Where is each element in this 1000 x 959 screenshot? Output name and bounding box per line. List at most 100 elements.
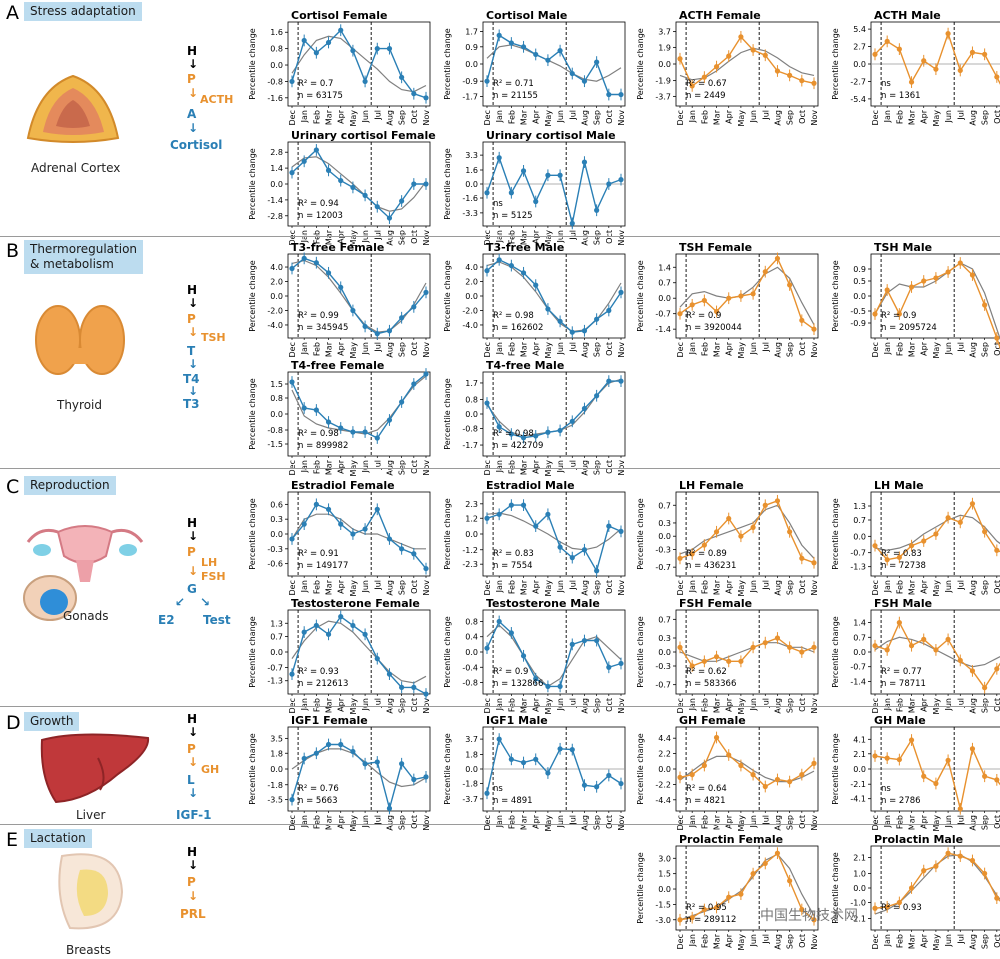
data-point	[787, 779, 793, 785]
x-tick-label: Nov	[617, 230, 626, 246]
x-tick-label: Nov	[422, 698, 431, 714]
chart-title: T3-free Male	[486, 241, 564, 254]
data-point	[689, 772, 695, 778]
x-tick-label: Jun	[944, 110, 953, 124]
data-point	[386, 215, 393, 221]
x-tick-label: Jan	[495, 815, 504, 828]
axis-node-e2: E2	[158, 613, 175, 627]
chart-panel: Testosterone Male 0.8 0.4 0.0 -0.4 -0.8 Percen…	[443, 597, 626, 715]
x-tick-label: Nov	[810, 342, 819, 358]
y-tick-label: 0.5	[853, 277, 866, 286]
y-tick-label: -1.7	[462, 92, 478, 101]
stat-n: n = 12003	[298, 211, 343, 221]
data-point	[921, 868, 927, 874]
y-tick-label: 0.4	[465, 633, 478, 642]
y-axis-label: Percentile change	[636, 28, 645, 100]
y-tick-label: 4.0	[465, 263, 478, 272]
y-tick-label: 1.7	[465, 379, 478, 388]
section-title-lactation: Lactation	[24, 829, 92, 848]
data-point	[545, 511, 551, 517]
data-point	[520, 759, 527, 766]
chart-panel: Testosterone Female 1.3 0.7 0.0 -0.7 -1.3 Perc…	[248, 597, 431, 715]
y-tick-label: -3.0	[655, 916, 671, 925]
data-point	[581, 328, 588, 334]
x-tick-label: Sep	[786, 342, 795, 357]
y-tick-label: 3.0	[658, 854, 671, 863]
x-tick-label: Jul	[373, 815, 382, 826]
stat-n: n = 7554	[493, 561, 533, 571]
x-tick-label: Dec	[676, 110, 685, 125]
data-point	[301, 521, 307, 527]
y-tick-label: 0.0	[465, 410, 478, 419]
x-tick-label: Apr	[337, 579, 346, 594]
data-point	[374, 506, 380, 512]
y-axis-label: Percentile change	[831, 616, 840, 688]
x-tick-label: May	[932, 342, 941, 359]
data-point	[350, 622, 356, 629]
x-tick-label: Nov	[617, 342, 626, 358]
data-point	[411, 181, 417, 187]
stat-r2: R² = 0.62	[686, 667, 727, 677]
down-arrow-icon: ↓	[188, 384, 199, 398]
watermark-text: 中国生物技术网	[760, 908, 858, 924]
data-point	[606, 91, 612, 98]
x-tick-label: Aug	[385, 580, 394, 596]
down-arrow-icon: ↓	[188, 725, 199, 739]
stat-r2: R² = 0.9	[493, 667, 528, 677]
chart-panel: IGF1 Female 3.5 1.8 0.0 -1.8 -3.5 Percentile c…	[248, 714, 431, 832]
gonads-illustration	[23, 525, 144, 621]
data-point	[713, 64, 720, 70]
series-line	[291, 148, 426, 220]
data-point	[921, 636, 927, 643]
x-tick-label: Mar	[325, 814, 334, 830]
data-point	[594, 637, 600, 644]
data-point	[484, 400, 490, 406]
chart-title: TSH Male	[874, 241, 932, 254]
data-point	[313, 501, 319, 507]
x-tick-label: Jul	[373, 698, 382, 709]
chart-panel: Estradiol Female 0.6 0.3 0.0 -0.3 -0.6 Percent…	[248, 479, 431, 597]
y-tick-label: 3.3	[465, 151, 478, 160]
stat-r2: R² = 0.98	[493, 311, 534, 321]
data-point	[811, 917, 817, 923]
x-tick-label: Nov	[422, 342, 431, 358]
data-point	[374, 204, 380, 210]
x-tick-label: Jun	[556, 460, 565, 474]
data-point	[787, 282, 793, 288]
stat-n: n = 5663	[298, 796, 338, 806]
data-point	[411, 684, 417, 690]
x-tick-label: Oct	[410, 698, 419, 712]
data-point	[957, 806, 963, 812]
chart-title: T4-free Male	[486, 359, 564, 372]
x-tick-label: Jul	[956, 934, 965, 945]
data-point	[594, 59, 600, 65]
data-point	[677, 56, 683, 62]
x-tick-label: Mar	[908, 109, 917, 125]
data-point	[386, 805, 393, 811]
data-point	[957, 260, 963, 266]
data-point	[799, 906, 805, 913]
x-tick-label: Aug	[580, 110, 589, 126]
data-point	[496, 736, 502, 742]
y-axis-label: Percentile change	[831, 260, 840, 332]
data-point	[484, 268, 490, 274]
x-tick-label: Feb	[895, 815, 904, 829]
chart-title: Estradiol Male	[486, 479, 575, 492]
x-tick-label: Nov	[617, 580, 626, 596]
stat-n: n = 3920044	[686, 323, 742, 333]
data-point	[884, 755, 890, 761]
x-tick-label: Jul	[761, 934, 770, 945]
data-point	[787, 878, 793, 884]
down-arrow-icon: ↓	[188, 121, 199, 135]
data-point	[726, 53, 732, 59]
stat-r2: R² = 0.91	[298, 549, 339, 559]
x-tick-label: Mar	[325, 697, 334, 713]
axis-node-p: P	[187, 875, 196, 889]
data-point	[594, 207, 600, 213]
data-point	[313, 750, 319, 756]
x-tick-label: Jul	[568, 580, 577, 591]
y-axis-label: Percentile change	[248, 260, 257, 332]
axis-node-p: P	[187, 742, 196, 756]
x-tick-label: Dec	[871, 342, 880, 357]
data-point	[982, 302, 988, 308]
